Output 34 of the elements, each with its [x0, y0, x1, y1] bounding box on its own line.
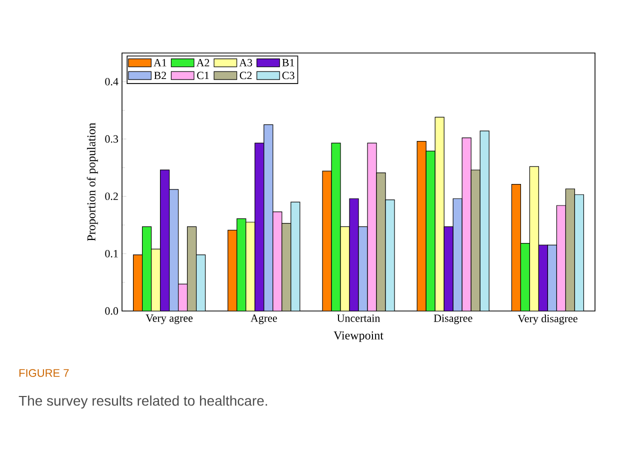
y-tick-label: 0.4 — [105, 78, 118, 86]
x-tick-label: Very agree — [146, 314, 193, 324]
bar — [547, 244, 557, 311]
y-tick-label: 0.3 — [105, 135, 118, 143]
bar — [452, 198, 462, 311]
bar — [426, 150, 436, 311]
y-tick-label: 0.0 — [105, 307, 118, 315]
legend-label: A1 — [154, 58, 166, 66]
legend-label: A2 — [196, 58, 210, 66]
bar — [520, 243, 530, 311]
bar — [511, 184, 522, 311]
legend-label: C3 — [282, 72, 294, 80]
legend-label: A3 — [239, 58, 252, 66]
x-tick-label: Disagree — [434, 314, 472, 324]
bar — [142, 226, 152, 311]
legend-label: B1 — [282, 58, 294, 66]
caption: FIGURE 7 — [19, 369, 69, 377]
y-axis-title: Proportion of population — [86, 122, 98, 241]
x-tick-label: Uncertain — [337, 314, 380, 322]
text: The survey results related to healthcare. — [18, 395, 268, 409]
bar — [264, 124, 274, 311]
bar — [228, 230, 238, 311]
y-tick-label: 0.1 — [105, 250, 118, 258]
legend-label: C1 — [197, 72, 209, 80]
x-tick-label: Agree — [250, 314, 277, 324]
bar — [133, 254, 143, 311]
x-axis-title: Viewpoint — [334, 331, 384, 342]
bar — [236, 218, 246, 311]
y-tick-label: 0.2 — [105, 192, 118, 200]
bar — [169, 189, 179, 311]
bar — [416, 141, 426, 311]
legend-label: B2 — [154, 72, 166, 80]
x-tick-label: Very disagree — [518, 314, 578, 325]
legend-label: C2 — [240, 72, 252, 80]
